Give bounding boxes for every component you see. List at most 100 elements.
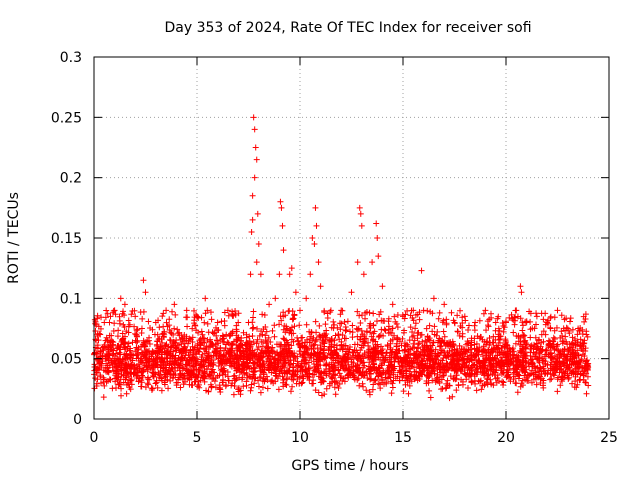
data-point: [371, 367, 378, 374]
data-point: [281, 336, 288, 343]
data-point: [160, 360, 167, 367]
data-point: [358, 372, 365, 379]
data-point: [500, 369, 507, 376]
data-point: [135, 361, 142, 368]
data-point: [432, 346, 439, 353]
data-point: [566, 364, 573, 371]
data-point: [286, 271, 293, 278]
data-point: [248, 228, 255, 235]
data-point: [473, 361, 480, 368]
data-point: [518, 366, 525, 373]
data-point: [414, 330, 421, 337]
data-point: [554, 388, 561, 395]
data-point: [181, 378, 188, 385]
data-point: [107, 343, 114, 350]
data-point: [260, 369, 267, 376]
data-point: [366, 370, 373, 377]
data-point: [290, 357, 297, 364]
data-point: [315, 389, 322, 396]
data-point: [294, 358, 301, 365]
data-point: [429, 310, 436, 317]
data-point: [118, 385, 125, 392]
data-point: [418, 331, 425, 338]
data-point: [400, 388, 407, 395]
data-point: [574, 381, 581, 388]
data-point: [339, 346, 346, 353]
data-point: [183, 337, 190, 344]
data-point: [154, 384, 161, 391]
data-point: [412, 325, 419, 332]
data-point: [104, 310, 111, 317]
data-point: [106, 332, 113, 339]
data-point: [141, 342, 148, 349]
data-point: [379, 283, 386, 290]
data-point: [259, 331, 266, 338]
data-point: [191, 355, 198, 362]
data-point: [484, 318, 491, 325]
data-point: [354, 326, 361, 333]
data-point: [251, 368, 258, 375]
data-point: [224, 307, 231, 314]
data-point: [440, 339, 447, 346]
data-point: [547, 338, 554, 345]
data-point: [370, 360, 377, 367]
data-point: [345, 371, 352, 378]
data-point: [430, 358, 437, 365]
data-point: [216, 382, 223, 389]
data-point: [249, 216, 256, 223]
data-point: [449, 393, 456, 400]
data-point: [459, 364, 466, 371]
data-point: [426, 387, 433, 394]
data-point: [115, 342, 122, 349]
data-point: [184, 314, 191, 321]
data-point: [231, 361, 238, 368]
data-point: [328, 341, 335, 348]
data-point: [394, 324, 401, 331]
data-point: [333, 342, 340, 349]
data-point: [473, 340, 480, 347]
data-point: [581, 364, 588, 371]
data-point: [448, 309, 455, 316]
data-point: [372, 376, 379, 383]
data-point: [445, 342, 452, 349]
data-point: [370, 336, 377, 343]
data-point: [141, 347, 148, 354]
data-point: [177, 336, 184, 343]
data-point: [346, 328, 353, 335]
data-point: [394, 312, 401, 319]
data-point: [505, 361, 512, 368]
data-point: [259, 384, 266, 391]
data-point: [255, 241, 262, 248]
data-point: [580, 371, 587, 378]
data-point: [440, 372, 447, 379]
data-point: [490, 366, 497, 373]
data-point: [426, 337, 433, 344]
data-point: [315, 365, 322, 372]
data-point: [569, 380, 576, 387]
data-point: [175, 354, 182, 361]
data-point: [142, 384, 149, 391]
data-point: [201, 319, 208, 326]
data-point: [260, 363, 267, 370]
data-point: [528, 342, 535, 349]
data-point: [127, 377, 134, 384]
data-point: [189, 363, 196, 370]
data-point: [230, 312, 237, 319]
data-point: [134, 326, 141, 333]
data-point: [459, 319, 466, 326]
data-point: [267, 338, 274, 345]
data-point: [105, 355, 112, 362]
data-point: [198, 339, 205, 346]
data-point: [373, 220, 380, 227]
data-point: [104, 378, 111, 385]
data-point: [356, 382, 363, 389]
data-point: [119, 330, 126, 337]
data-point: [547, 324, 554, 331]
data-point: [207, 336, 214, 343]
data-point: [479, 353, 486, 360]
data-point: [186, 335, 193, 342]
data-point: [483, 327, 490, 334]
data-point: [301, 342, 308, 349]
data-point: [337, 311, 344, 318]
data-point: [574, 331, 581, 338]
